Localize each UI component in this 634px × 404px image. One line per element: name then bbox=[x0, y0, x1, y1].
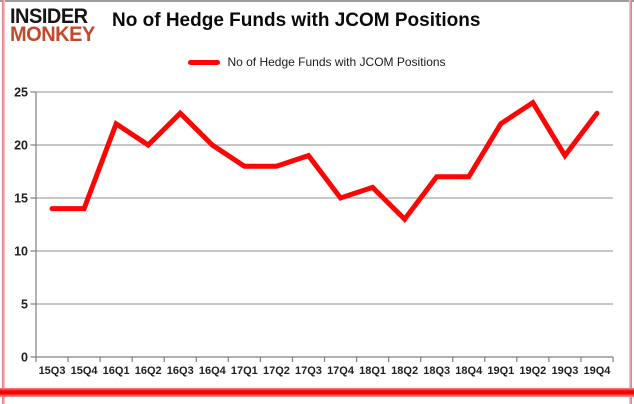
series-line bbox=[49, 99, 600, 223]
y-tick-label: 20 bbox=[14, 139, 28, 153]
x-tick-label: 16Q1 bbox=[103, 365, 130, 377]
y-tick-label: 5 bbox=[21, 298, 28, 312]
x-tick-label: 16Q3 bbox=[167, 365, 194, 377]
x-tick-label: 17Q4 bbox=[327, 365, 355, 377]
x-tick-label: 19Q1 bbox=[487, 365, 514, 377]
x-tick-label: 19Q2 bbox=[519, 365, 546, 377]
x-tick-label: 17Q2 bbox=[263, 365, 290, 377]
x-tick-label: 16Q2 bbox=[135, 365, 162, 377]
y-tick-label: 25 bbox=[14, 86, 28, 100]
x-tick-label: 18Q1 bbox=[359, 365, 386, 377]
x-tick-label: 16Q4 bbox=[199, 365, 227, 377]
card-right-border bbox=[629, 0, 632, 404]
chart-title: No of Hedge Funds with JCOM Positions bbox=[112, 10, 481, 31]
insider-monkey-logo: INSIDER MONKEY bbox=[10, 4, 95, 47]
logo-text-insider: INSIDER bbox=[10, 4, 88, 29]
logo-text-monkey: MONKEY bbox=[10, 23, 95, 47]
x-tick-label: 19Q4 bbox=[584, 365, 612, 377]
card-top-border bbox=[0, 0, 634, 2]
x-tick-label: 18Q4 bbox=[455, 365, 483, 377]
x-tick-label: 17Q1 bbox=[231, 365, 258, 377]
legend-line-swatch bbox=[188, 59, 221, 65]
x-tick-label: 18Q2 bbox=[391, 365, 418, 377]
x-tick-label: 19Q3 bbox=[551, 365, 578, 377]
y-tick-label: 10 bbox=[14, 245, 28, 259]
x-tick-label: 18Q3 bbox=[423, 365, 450, 377]
legend-label: No of Hedge Funds with JCOM Positions bbox=[227, 55, 446, 69]
x-tick-label: 17Q3 bbox=[295, 365, 322, 377]
card-bottom-red-bar bbox=[0, 388, 634, 397]
y-tick-label: 15 bbox=[14, 192, 28, 206]
card-left-border bbox=[2, 0, 5, 404]
y-tick-label: 0 bbox=[21, 351, 28, 365]
chart-legend: No of Hedge Funds with JCOM Positions bbox=[0, 55, 634, 69]
x-tick-label: 15Q4 bbox=[71, 365, 99, 377]
x-tick-label: 15Q3 bbox=[39, 365, 66, 377]
